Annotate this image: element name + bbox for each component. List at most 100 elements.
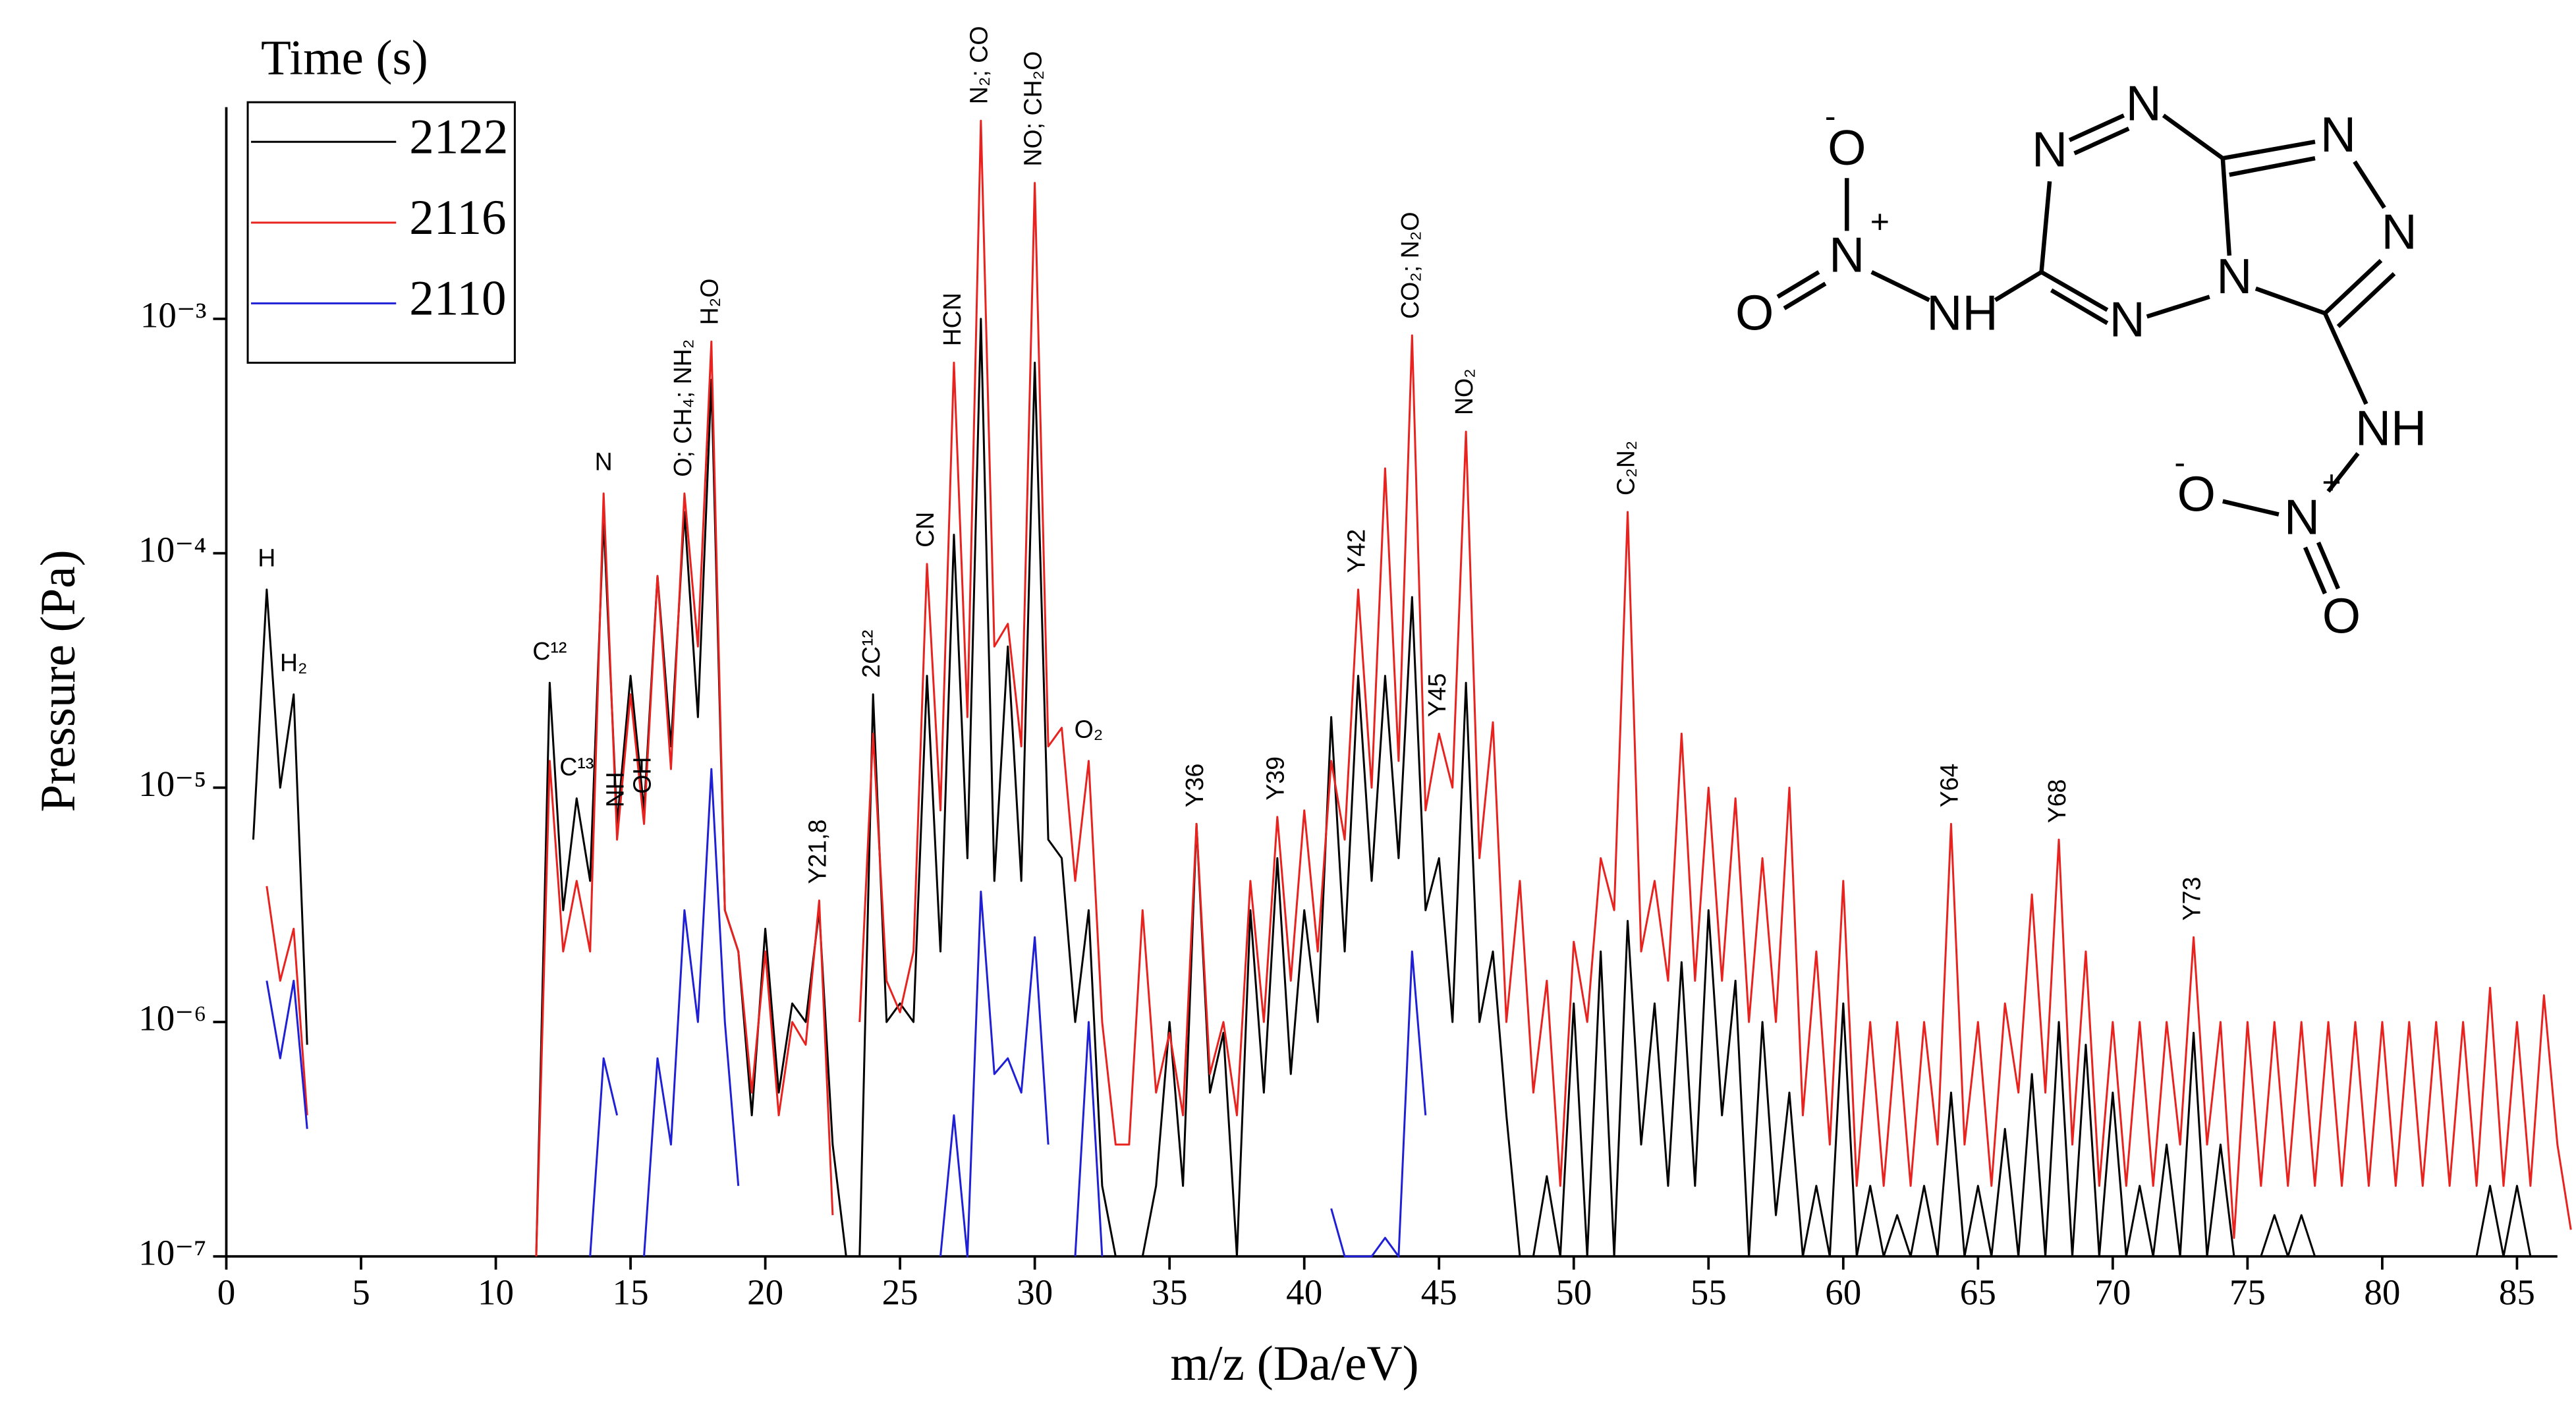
peak-label: HCN [938,293,966,346]
y-axis-title: Pressure (Pa) [31,550,86,812]
peak-label: N₂; CO [965,26,993,104]
x-tick-label: 40 [1286,1272,1322,1312]
atom: N [2284,490,2320,545]
atom: N [2126,75,2162,130]
x-tick-label: 5 [352,1272,370,1312]
y-tick-label: 10⁻³ [140,295,207,335]
bond [2146,295,2210,319]
series-line [266,119,2572,1257]
bond [1994,270,2043,302]
bond [1870,269,1930,302]
bond [1776,270,1820,299]
atom: NH [2355,400,2426,455]
peak-label: C¹² [532,637,567,665]
peak-label: NH [602,772,629,807]
charge: - [1825,98,1836,134]
bond [2073,127,2130,156]
peak-label: O; CH₄; NH₂ [669,339,696,477]
x-tick-label: 80 [2364,1272,2400,1312]
atom: N [2216,248,2252,304]
atom: O [2177,467,2216,522]
peak-label: Y42 [1342,529,1370,573]
peak-label: Y73 [2177,877,2205,921]
bond [2039,181,2052,273]
charge: + [1870,204,1890,241]
y-tick-label: 10⁻⁶ [138,998,206,1038]
atom: N [2320,107,2356,162]
x-tick-label: 55 [1691,1272,1727,1312]
x-tick-label: 70 [2094,1272,2131,1312]
molecule: O - N + O NH N N N N N N NH O - N + O [1735,75,2426,643]
bond [2316,541,2340,590]
x-tick-label: 50 [1555,1272,1592,1312]
x-tick-label: 75 [2229,1272,2266,1312]
bond [2254,286,2326,316]
charge: - [2174,444,2185,481]
x-tick-label: 0 [217,1272,236,1312]
series-line [266,768,1427,1258]
atom: O [2322,588,2361,644]
x-tick-label: 25 [882,1272,918,1312]
peak-label: Y21,8 [803,820,831,884]
peak-label: Y68 [2043,779,2071,823]
atom: NH [1926,285,1998,340]
legend-title: Time (s) [261,30,428,85]
bond [2220,158,2232,256]
peak-label: C₂N₂ [1611,441,1639,496]
peak-label: NO₂ [1450,368,1478,415]
atom: N [1829,227,1864,283]
x-axis-title: m/z (Da/eV) [1170,1336,1418,1391]
y-tick-label: 10⁻⁴ [138,529,206,569]
x-tick-label: 45 [1421,1272,1457,1312]
peak-label: Y45 [1423,673,1451,718]
bond [2068,113,2125,142]
y-tick-label: 10⁻⁷ [138,1232,206,1272]
bond [2222,139,2316,161]
bond [2050,288,2109,326]
series-line [252,318,2532,1258]
x-tick-label: 20 [747,1272,783,1312]
peak-label: Y39 [1262,756,1289,801]
peak-label: H₂ [280,649,308,677]
bond [2229,156,2316,177]
x-tick-label: 65 [1960,1272,1996,1312]
bond [2353,160,2386,210]
peak-label: H [258,544,275,572]
peak-label: CN [911,512,939,548]
charge: + [2322,464,2341,501]
atom: N [2110,291,2145,347]
x-tick-label: 10 [478,1272,514,1312]
x-tick-label: 85 [2499,1272,2535,1312]
x-tick-label: 30 [1017,1272,1053,1312]
bond [2222,499,2280,517]
atom: N [2381,204,2417,260]
bond [2303,546,2327,595]
peak-label: 2C¹² [857,630,885,678]
peak-label: NO; CH₂O [1019,51,1047,167]
peak-label: H₂O [696,279,723,326]
bond [2040,270,2109,312]
legend-label: 2122 [409,109,508,164]
atom: O [1735,285,1774,340]
y-tick-label: 10⁻⁵ [138,764,206,804]
bond [2326,452,2360,493]
peak-label: Y36 [1181,764,1208,808]
peak-label: Y64 [1935,764,1963,808]
bond [2323,258,2383,315]
bond [2162,113,2224,160]
legend-label: 2110 [409,271,506,326]
atom: N [2032,122,2067,177]
bond [1783,281,1827,310]
bond [2336,272,2396,328]
peak-label: O₂ [1075,716,1104,743]
peak-label: N [595,448,613,476]
bond [2323,312,2368,405]
legend-box [246,101,516,364]
x-tick-label: 60 [1825,1272,1861,1312]
peak-label: CO₂; N₂O [1396,212,1424,319]
x-tick-label: 35 [1152,1272,1188,1312]
x-tick-label: 15 [613,1272,649,1312]
atom: O [1828,120,1866,175]
peak-label: C¹³ [559,752,594,780]
